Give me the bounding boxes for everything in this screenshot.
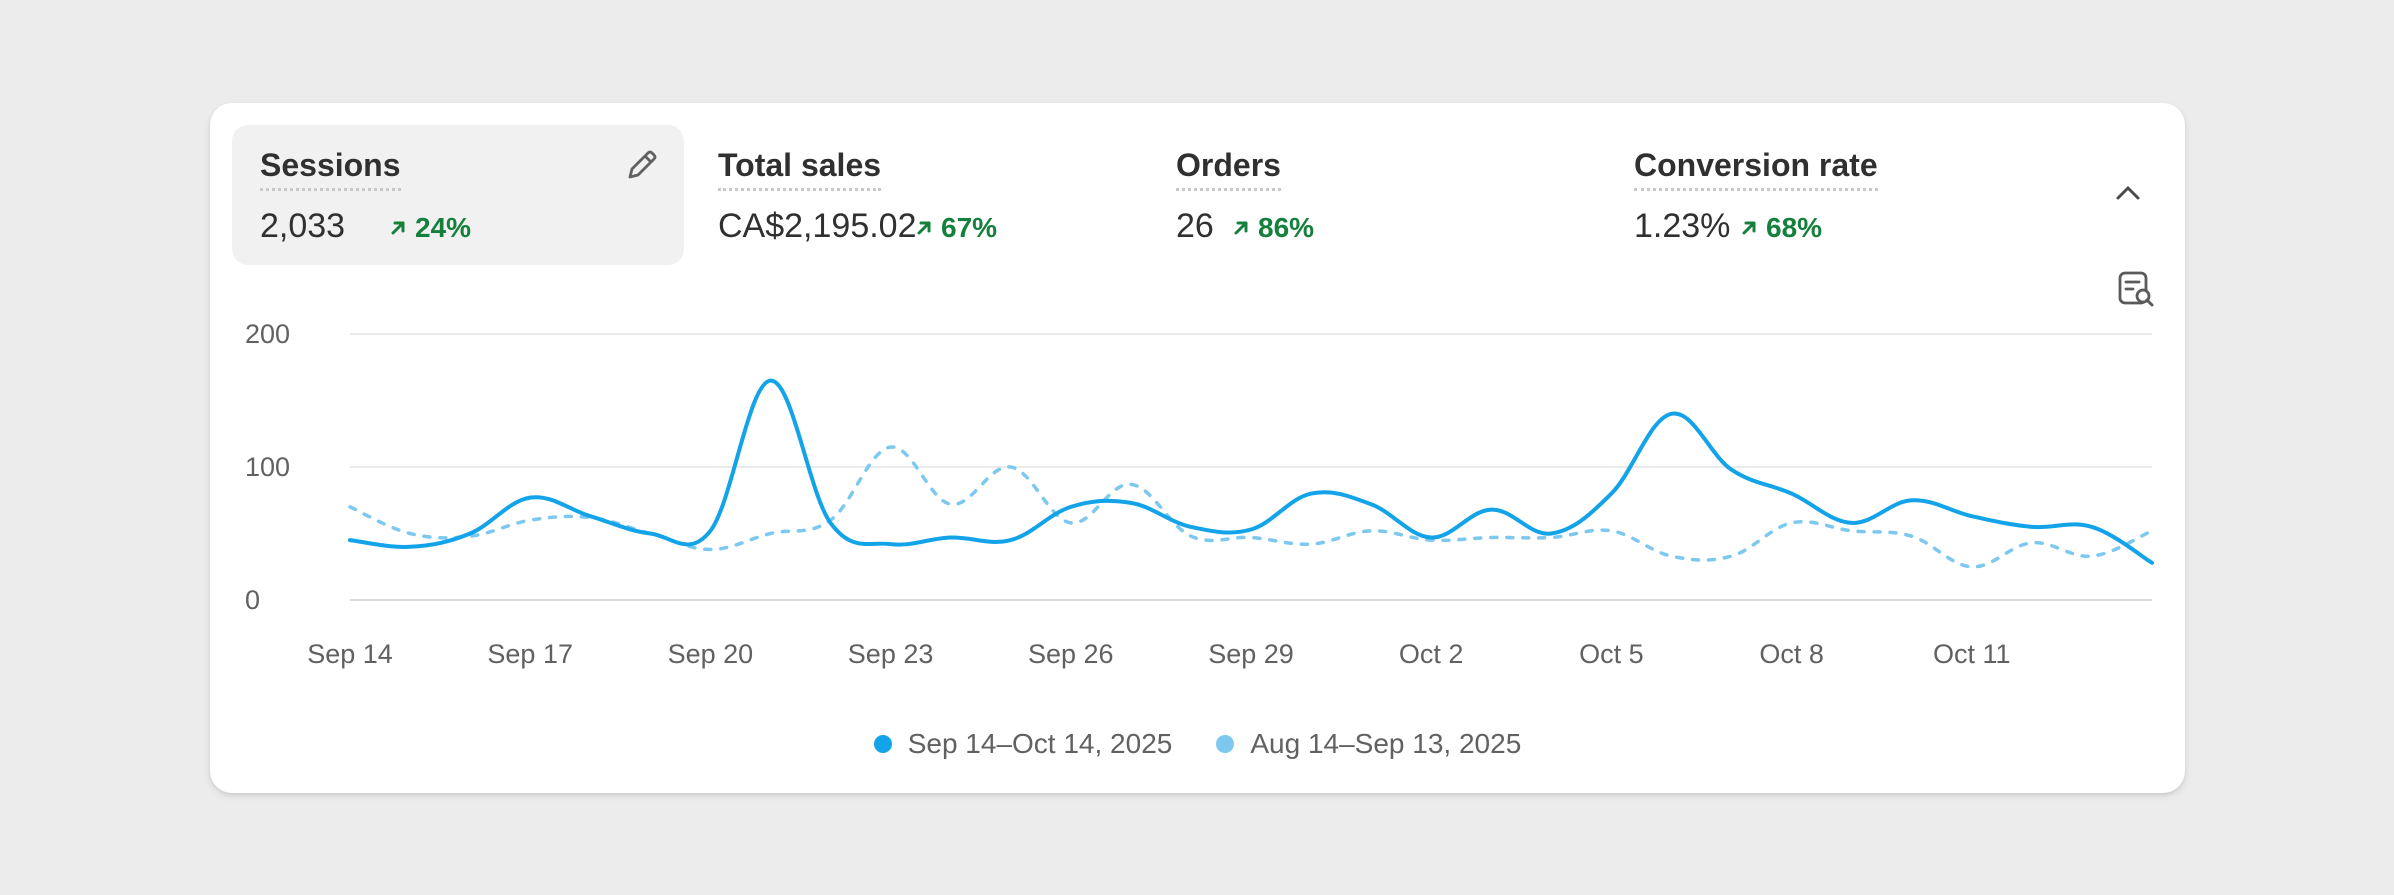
- metric-change-value: 86%: [1258, 212, 1315, 243]
- metric-change: 67%: [915, 212, 997, 244]
- metric-tab-sessions[interactable]: Sessions 2,033 24%: [232, 125, 684, 265]
- metric-value: 26: [1176, 207, 1214, 245]
- series-line-previous[interactable]: [348, 445, 2154, 569]
- legend-label-previous: Aug 14–Sep 13, 2025: [1250, 728, 1522, 759]
- legend-label-current: Sep 14–Oct 14, 2025: [907, 728, 1173, 759]
- metric-change-value: 67%: [941, 212, 998, 243]
- pencil-icon[interactable]: [622, 145, 662, 185]
- metric-label[interactable]: Orders: [1176, 147, 1281, 191]
- chevron-up-icon[interactable]: [2110, 175, 2146, 211]
- metric-change-value: 24%: [415, 212, 472, 243]
- metric-tab-conversion-rate[interactable]: Conversion rate 1.23% 68%: [1606, 125, 2046, 265]
- y-tick-label: 100: [245, 452, 290, 482]
- metric-label[interactable]: Total sales: [718, 147, 882, 191]
- x-axis-ticks: Sep 14 Sep 17 Sep 20 Sep 23 Sep 26 Sep 29 Oct …: [307, 639, 2010, 669]
- arrow-up-right-icon: [1234, 221, 1248, 235]
- y-tick-label: 0: [245, 585, 260, 615]
- metric-value: 2,033: [260, 207, 346, 245]
- x-tick-label: Sep 14: [307, 639, 393, 669]
- report-search-icon[interactable]: [2116, 269, 2156, 309]
- metric-label[interactable]: Sessions: [260, 147, 401, 191]
- metric-change: 86%: [1232, 212, 1314, 244]
- arrow-up-right-icon: [1742, 221, 1756, 235]
- metric-change: 68%: [1740, 212, 1822, 244]
- arrow-up-right-icon: [391, 221, 405, 235]
- metric-tab-orders[interactable]: Orders 26 86%: [1148, 125, 1588, 265]
- chart-series: [348, 378, 2154, 569]
- x-tick-label: Oct 11: [1933, 639, 2011, 669]
- legend-item-previous[interactable]: Aug 14–Sep 13, 2025: [1216, 728, 1521, 760]
- x-tick-label: Sep 17: [487, 639, 573, 669]
- metric-label[interactable]: Conversion rate: [1634, 147, 1878, 191]
- legend-dot-previous: [1216, 735, 1235, 753]
- analytics-card: Sessions 2,033 24% Total sales CA$2,195.…: [210, 103, 2185, 793]
- series-line-current[interactable]: [348, 378, 2154, 565]
- metric-value: CA$2,195.02: [718, 207, 917, 245]
- metric-change-value: 68%: [1766, 212, 1823, 243]
- metric-change: 24%: [389, 212, 471, 244]
- y-axis-ticks: 0 100 200: [245, 319, 290, 615]
- x-tick-label: Sep 20: [668, 639, 754, 669]
- metric-tab-total-sales[interactable]: Total sales CA$2,195.02 67%: [690, 125, 1130, 265]
- x-tick-label: Sep 23: [848, 639, 934, 669]
- x-tick-label: Sep 26: [1028, 639, 1114, 669]
- chart-gridlines: [350, 333, 2152, 601]
- y-tick-label: 200: [245, 319, 290, 349]
- x-tick-label: Sep 29: [1208, 639, 1294, 669]
- metric-value: 1.23%: [1634, 207, 1731, 245]
- x-tick-label: Oct 2: [1399, 639, 1464, 669]
- legend-dot-current: [873, 735, 892, 753]
- x-tick-label: Oct 5: [1579, 639, 1644, 669]
- arrow-up-right-icon: [917, 221, 931, 235]
- legend-item-current[interactable]: Sep 14–Oct 14, 2025: [873, 728, 1173, 760]
- x-tick-label: Oct 8: [1759, 639, 1824, 669]
- chart-legend: Sep 14–Oct 14, 2025 Aug 14–Sep 13, 2025: [210, 728, 2185, 760]
